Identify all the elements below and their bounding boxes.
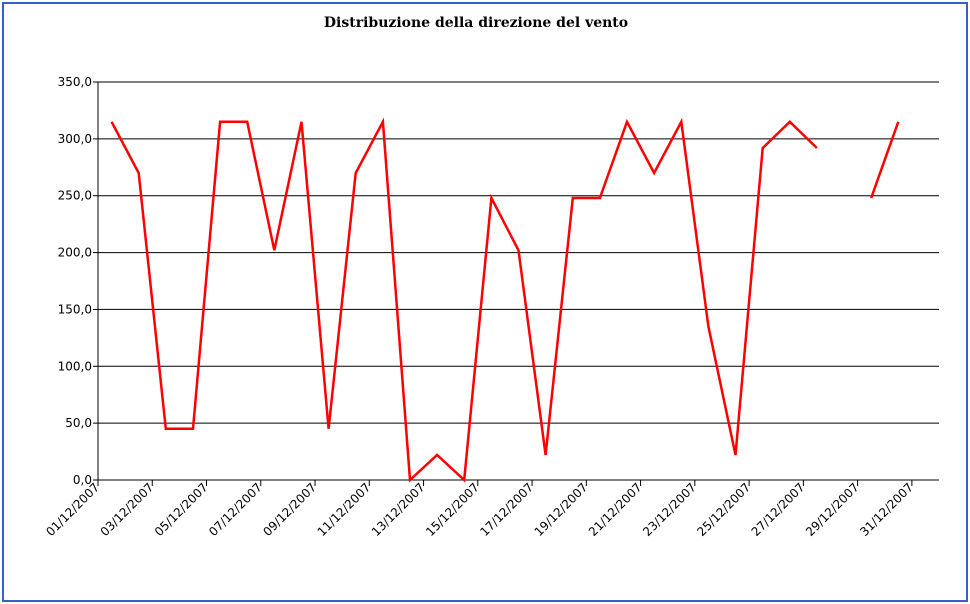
x-tick-label: 13/12/2007 [369, 480, 428, 539]
series-line [870, 121, 900, 199]
y-tick-label: 300,0 [58, 132, 92, 146]
x-tick-label: 09/12/2007 [260, 480, 319, 539]
series-line [110, 117, 818, 483]
y-tick-label: 150,0 [58, 302, 92, 316]
y-tick-label: 0,0 [73, 473, 92, 487]
x-tick-label: 31/12/2007 [857, 480, 916, 539]
x-tick-label: 03/12/2007 [98, 480, 157, 539]
x-tick-label: 19/12/2007 [532, 480, 591, 539]
x-tick-label: 21/12/2007 [586, 480, 645, 539]
y-tick-label: 250,0 [58, 189, 92, 203]
x-tick-label: 29/12/2007 [803, 480, 862, 539]
x-tick-label: 23/12/2007 [640, 480, 699, 539]
y-tick-label: 350,0 [58, 75, 92, 89]
x-tick-label: 07/12/2007 [206, 480, 265, 539]
y-tick-label: 100,0 [58, 359, 92, 373]
x-tick-label: 11/12/2007 [315, 480, 374, 539]
y-tick-label: 50,0 [65, 416, 92, 430]
y-tick-label: 200,0 [58, 246, 92, 260]
x-tick-label: 17/12/2007 [477, 480, 536, 539]
chart-title: Distribuzione della direzione del vento [323, 15, 629, 31]
x-tick-label: 27/12/2007 [749, 480, 808, 539]
x-tick-label: 25/12/2007 [694, 480, 753, 539]
x-tick-label: 01/12/2007 [43, 480, 102, 539]
x-tick-label: 05/12/2007 [152, 480, 211, 539]
x-tick-label: 15/12/2007 [423, 480, 482, 539]
